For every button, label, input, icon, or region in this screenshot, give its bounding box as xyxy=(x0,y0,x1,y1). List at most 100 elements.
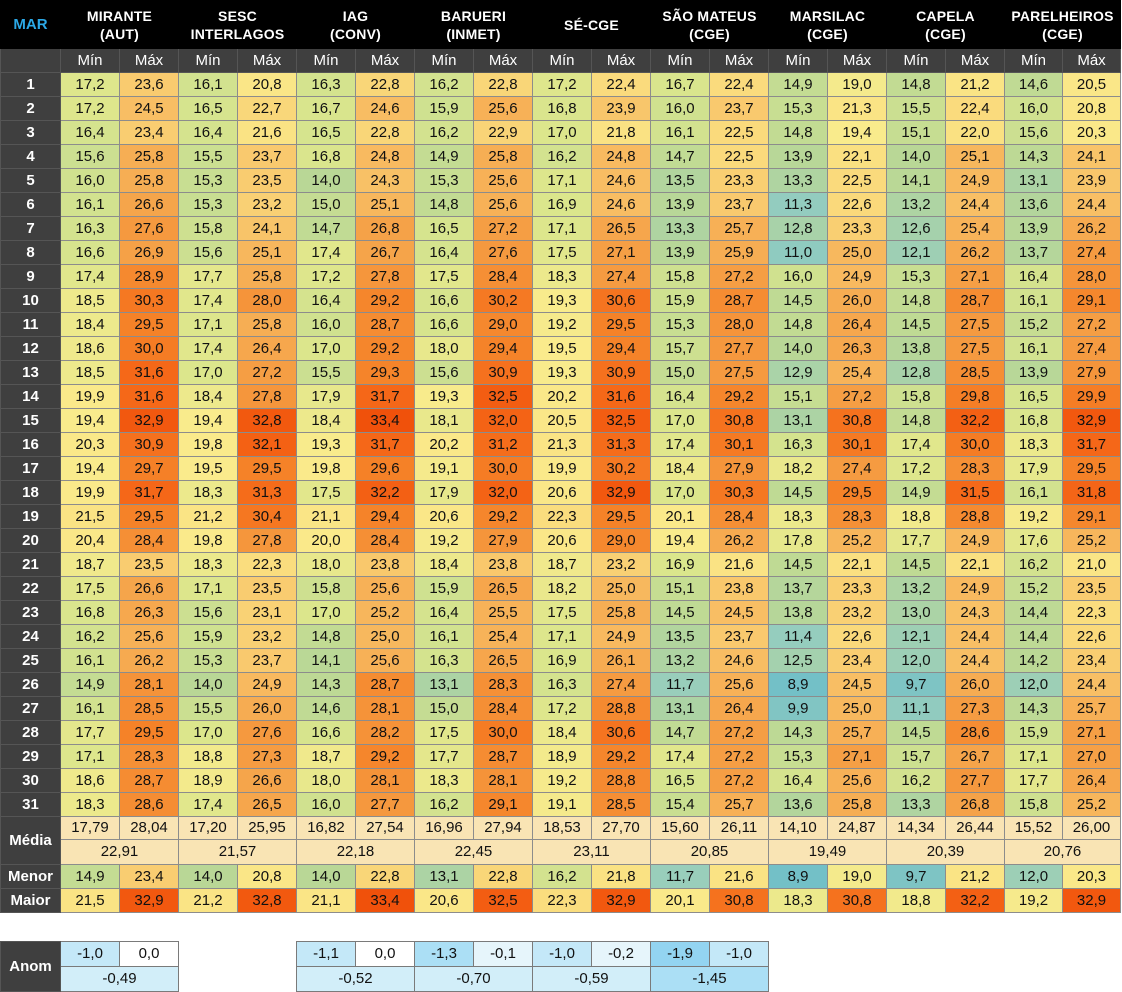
max-cell: 21,8 xyxy=(591,120,651,145)
max-cell: 26,8 xyxy=(945,792,1005,817)
min-cell: 12,9 xyxy=(768,360,828,385)
min-cell: 19,3 xyxy=(532,288,592,313)
station-header: IAG (CONV) xyxy=(296,0,415,49)
max-cell: 30,3 xyxy=(709,480,769,505)
anom-mean-cell: -1,45 xyxy=(650,966,769,992)
day-label: 8 xyxy=(0,240,61,265)
min-cell: 18,7 xyxy=(296,744,356,769)
media-cell: 26,00 xyxy=(1062,816,1121,840)
max-cell: 28,3 xyxy=(119,744,179,769)
max-cell: 27,7 xyxy=(709,336,769,361)
min-cell: 18,6 xyxy=(60,768,120,793)
station-header: BARUERI (INMET) xyxy=(414,0,533,49)
min-cell: 15,5 xyxy=(178,144,238,169)
menor-cell: 14,0 xyxy=(178,864,238,889)
max-cell: 28,3 xyxy=(827,504,887,529)
max-cell: 27,2 xyxy=(473,216,533,241)
max-cell: 24,4 xyxy=(1062,192,1121,217)
min-cell: 14,8 xyxy=(768,312,828,337)
min-cell: 17,8 xyxy=(768,528,828,553)
min-cell: 19,4 xyxy=(60,456,120,481)
menor-cell: 21,6 xyxy=(709,864,769,889)
media-overall-row: 22,91 21,57 22,18 22,45 23,11 20,85 19,49 20,39… xyxy=(1,839,1121,865)
table-row: 12 18,6 30,0 17,4 26,4 17,0 29,2 18,0 29,4 19,5 29… xyxy=(0,336,1121,361)
max-cell: 28,0 xyxy=(709,312,769,337)
menor-cell: 16,2 xyxy=(532,864,592,889)
min-cell: 14,8 xyxy=(296,624,356,649)
max-cell: 27,6 xyxy=(473,240,533,265)
day-label: 23 xyxy=(0,600,61,625)
max-header: Máx xyxy=(945,48,1005,73)
min-cell: 11,0 xyxy=(768,240,828,265)
min-cell: 18,0 xyxy=(296,552,356,577)
max-cell: 29,2 xyxy=(355,288,415,313)
min-cell: 15,0 xyxy=(414,696,474,721)
max-cell: 23,5 xyxy=(1062,576,1121,601)
anom-label: Anom xyxy=(0,941,61,992)
min-cell: 16,9 xyxy=(532,648,592,673)
max-cell: 26,6 xyxy=(237,768,297,793)
header-row: MAR MIRANTE (AUT) SESC INTERLAGOS IAG (CONV) BA… xyxy=(0,0,1121,49)
max-cell: 25,6 xyxy=(473,96,533,121)
min-cell: 18,4 xyxy=(60,312,120,337)
station-name: PARELHEIROS xyxy=(1011,7,1114,24)
min-cell: 16,5 xyxy=(1004,384,1063,409)
max-cell: 30,6 xyxy=(591,288,651,313)
max-cell: 29,5 xyxy=(827,480,887,505)
min-cell: 16,1 xyxy=(60,696,120,721)
max-cell: 22,5 xyxy=(709,144,769,169)
station-header: SÉ-CGE xyxy=(532,0,651,49)
max-cell: 29,2 xyxy=(473,504,533,529)
min-cell: 14,8 xyxy=(768,120,828,145)
max-cell: 32,9 xyxy=(1062,408,1121,433)
max-cell: 23,2 xyxy=(827,600,887,625)
table-row: 3 16,4 23,4 16,4 21,6 16,5 22,8 16,2 22,9 17,0 21,… xyxy=(0,120,1121,145)
min-cell: 14,3 xyxy=(768,720,828,745)
media-overall-cell: 22,45 xyxy=(414,839,533,865)
media-cell: 18,53 xyxy=(532,816,592,840)
max-cell: 28,7 xyxy=(355,672,415,697)
max-cell: 28,4 xyxy=(473,264,533,289)
min-cell: 14,0 xyxy=(886,144,946,169)
station-header: MARSILAC (CGE) xyxy=(768,0,887,49)
table-row: 2 17,2 24,5 16,5 22,7 16,7 24,6 15,9 25,6 16,8 23,… xyxy=(0,96,1121,121)
max-cell: 27,5 xyxy=(945,336,1005,361)
max-cell: 20,8 xyxy=(237,72,297,97)
day-label: 4 xyxy=(0,144,61,169)
max-cell: 26,6 xyxy=(119,576,179,601)
table-row: 11 18,4 29,5 17,1 25,8 16,0 28,7 16,6 29,0 19,2 29… xyxy=(0,312,1121,337)
maior-cell: 30,8 xyxy=(709,888,769,913)
min-cell: 16,3 xyxy=(768,432,828,457)
max-cell: 30,1 xyxy=(709,432,769,457)
day-label: 20 xyxy=(0,528,61,553)
min-cell: 13,6 xyxy=(768,792,828,817)
min-cell: 16,7 xyxy=(296,96,356,121)
min-cell: 18,8 xyxy=(178,744,238,769)
min-cell: 14,5 xyxy=(768,480,828,505)
max-cell: 31,8 xyxy=(1062,480,1121,505)
max-cell: 20,5 xyxy=(1062,72,1121,97)
min-cell: 16,0 xyxy=(1004,96,1063,121)
max-cell: 33,4 xyxy=(355,408,415,433)
max-cell: 29,1 xyxy=(1062,504,1121,529)
max-cell: 27,8 xyxy=(237,384,297,409)
max-cell: 27,1 xyxy=(945,264,1005,289)
table-row: 4 15,6 25,8 15,5 23,7 16,8 24,8 14,9 25,8 16,2 24,… xyxy=(0,144,1121,169)
min-cell: 16,4 xyxy=(296,288,356,313)
max-cell: 27,3 xyxy=(945,696,1005,721)
min-cell: 16,1 xyxy=(60,192,120,217)
min-cell: 16,7 xyxy=(650,72,710,97)
min-header: Mín xyxy=(768,48,828,73)
max-cell: 28,8 xyxy=(591,696,651,721)
menor-cell: 13,1 xyxy=(414,864,474,889)
max-cell: 22,3 xyxy=(237,552,297,577)
min-cell: 16,5 xyxy=(296,120,356,145)
max-cell: 27,6 xyxy=(237,720,297,745)
min-cell: 16,4 xyxy=(768,768,828,793)
min-cell: 17,2 xyxy=(532,696,592,721)
station-subtitle: (CGE) xyxy=(925,25,966,42)
table-row: 26 14,9 28,1 14,0 24,9 14,3 28,7 13,1 28,3 16,3 27… xyxy=(0,672,1121,697)
max-cell: 30,3 xyxy=(119,288,179,313)
max-cell: 25,8 xyxy=(473,144,533,169)
min-cell: 19,1 xyxy=(414,456,474,481)
